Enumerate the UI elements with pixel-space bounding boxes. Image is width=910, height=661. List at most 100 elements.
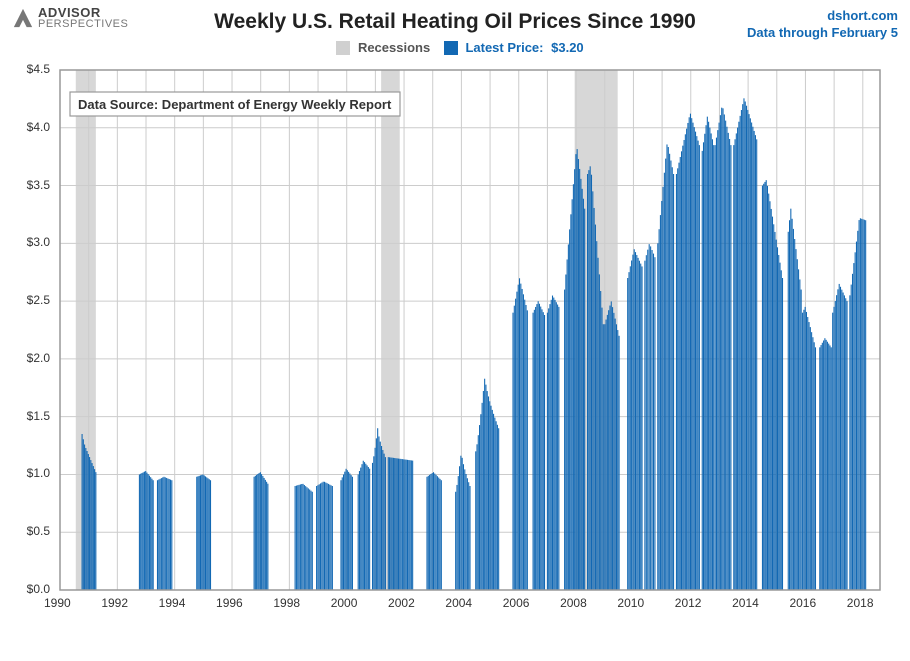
price-bar — [709, 128, 710, 590]
price-bar — [265, 480, 266, 590]
x-tick-label: 2000 — [331, 596, 358, 610]
price-bar — [498, 428, 499, 590]
price-bar — [549, 304, 550, 590]
price-bar — [526, 305, 527, 590]
price-bar — [811, 332, 812, 590]
price-bar — [582, 189, 583, 590]
price-bar — [316, 486, 317, 590]
price-bar — [666, 144, 667, 590]
price-bar — [587, 174, 588, 590]
price-bar — [615, 319, 616, 590]
price-bar — [359, 471, 360, 590]
chart-container: ADVISOR PERSPECTIVES Weekly U.S. Retail … — [0, 0, 910, 661]
price-bar — [320, 483, 321, 590]
price-bar — [632, 255, 633, 590]
price-bar — [349, 473, 350, 590]
price-bar — [557, 305, 558, 590]
price-bar — [344, 472, 345, 590]
price-bar — [395, 458, 396, 590]
price-bar — [726, 127, 727, 590]
price-bar — [755, 135, 756, 590]
price-bar — [462, 458, 463, 590]
price-bar — [649, 244, 650, 590]
chart-plot: Data Source: Department of Energy Weekly… — [55, 65, 890, 620]
price-bar — [93, 466, 94, 590]
price-bar — [806, 312, 807, 590]
price-bar — [310, 491, 311, 590]
price-bar — [297, 485, 298, 590]
price-bar — [367, 465, 368, 590]
price-bar — [852, 274, 853, 590]
price-bar — [535, 307, 536, 590]
x-tick-label: 1990 — [44, 596, 71, 610]
price-bar — [712, 139, 713, 590]
price-bar — [524, 300, 525, 590]
price-bar — [548, 308, 549, 590]
price-bar — [299, 485, 300, 590]
price-bar — [201, 475, 202, 590]
price-bar — [456, 485, 457, 590]
price-bar — [682, 146, 683, 590]
price-bar — [595, 225, 596, 590]
price-bar — [638, 258, 639, 590]
price-bar — [844, 295, 845, 590]
price-bar — [352, 477, 353, 590]
price-bar — [157, 480, 158, 590]
price-bar — [261, 474, 262, 590]
price-bar — [94, 469, 95, 590]
x-tick-label: 2010 — [617, 596, 644, 610]
price-bar — [824, 338, 825, 590]
price-bar — [266, 482, 267, 590]
price-bar — [619, 336, 620, 590]
price-bar — [594, 208, 595, 590]
price-bar — [694, 127, 695, 590]
price-bar — [612, 307, 613, 590]
price-bar — [793, 229, 794, 590]
chart-svg: Data Source: Department of Energy Weekly… — [55, 65, 890, 620]
price-bar — [209, 479, 210, 590]
y-tick-label: $3.5 — [0, 178, 50, 192]
price-bar — [849, 295, 850, 590]
price-bar — [695, 132, 696, 590]
price-bar — [728, 133, 729, 590]
price-bar — [777, 247, 778, 590]
price-bar — [460, 456, 461, 590]
price-bar — [591, 175, 592, 590]
price-bar — [692, 123, 693, 590]
y-tick-label: $4.0 — [0, 120, 50, 134]
price-bar — [84, 445, 85, 590]
price-bar — [512, 313, 513, 590]
price-bar — [598, 258, 599, 590]
price-bar — [742, 104, 743, 590]
price-bar — [832, 313, 833, 590]
price-bar — [264, 478, 265, 590]
price-bar — [148, 474, 149, 590]
price-bar — [89, 457, 90, 590]
price-bar — [814, 342, 815, 590]
price-bar — [715, 145, 716, 590]
price-bar — [596, 241, 597, 590]
price-bar — [380, 442, 381, 590]
price-bar — [584, 209, 585, 590]
price-bar — [519, 278, 520, 590]
price-bar — [831, 347, 832, 590]
price-bar — [766, 180, 767, 590]
price-bar — [534, 310, 535, 590]
price-bar — [840, 287, 841, 590]
price-bar — [475, 451, 476, 590]
price-bar — [150, 477, 151, 590]
price-bar — [696, 136, 697, 590]
price-bar — [568, 244, 569, 590]
price-bar — [496, 421, 497, 590]
price-bar — [411, 460, 412, 590]
price-bar — [200, 475, 201, 590]
price-bar — [782, 278, 783, 590]
price-bar — [604, 324, 605, 590]
price-bar — [372, 463, 373, 590]
price-bar — [158, 480, 159, 590]
price-bar — [635, 252, 636, 590]
price-bar — [433, 472, 434, 590]
price-bar — [385, 457, 386, 590]
price-bar — [494, 418, 495, 590]
price-bar — [434, 474, 435, 590]
